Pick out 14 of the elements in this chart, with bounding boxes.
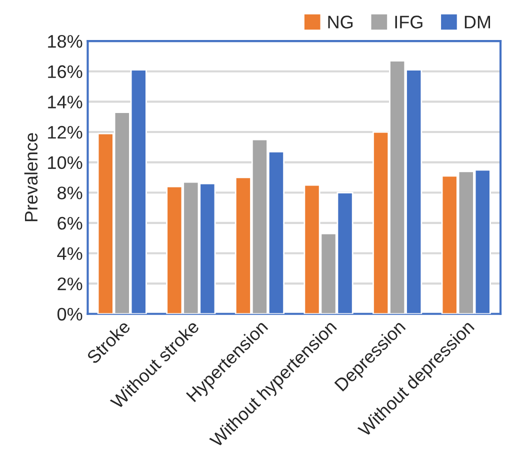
- y-tick-label: 12%: [48, 126, 82, 139]
- y-tick-label: 16%: [48, 65, 82, 78]
- y-tick-label: 8%: [58, 186, 82, 200]
- y-tick-label: 18%: [48, 35, 82, 48]
- legend-label: DM: [464, 16, 490, 28]
- legend-label: IFG: [395, 16, 422, 28]
- y-tick-label: 0%: [57, 308, 82, 321]
- y-axis-title: Prevalence: [24, 133, 38, 222]
- y-tick-label: 14%: [48, 96, 82, 108]
- y-tick-label: 2%: [58, 278, 82, 290]
- legend-label: NG: [328, 16, 353, 28]
- y-tick-label: 10%: [48, 156, 82, 170]
- y-tick-label: 6%: [58, 216, 82, 230]
- y-tick-label: 4%: [57, 247, 82, 260]
